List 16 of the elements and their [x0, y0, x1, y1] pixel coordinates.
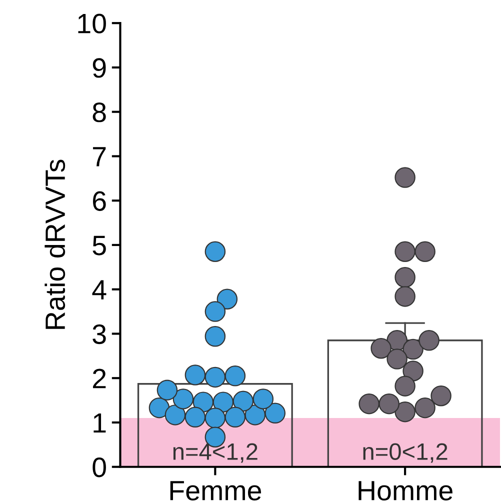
y-tick-label: 6 [93, 191, 106, 211]
y-tick-label: 5 [92, 236, 106, 256]
y-tick-label: 10 [78, 14, 106, 34]
y-tick-label: 1 [94, 413, 106, 433]
y-tick-label: 8 [92, 102, 106, 122]
annotation: n=4<1,2 [173, 443, 258, 463]
y-tick-label: 2 [92, 368, 106, 388]
annotation: n=0<1,2 [363, 443, 448, 463]
y-tick-label: 0 [92, 458, 106, 478]
y-tick-label: 9 [92, 58, 106, 78]
y-tick-label: 4 [92, 280, 106, 300]
y-tick-label: 7 [93, 147, 106, 166]
x-tick-label: Homme [358, 481, 452, 500]
y-axis-title: Ratio dRVVTs [44, 160, 66, 329]
x-tick-label: Femme [170, 481, 262, 500]
y-tick-label: 3 [92, 324, 106, 344]
